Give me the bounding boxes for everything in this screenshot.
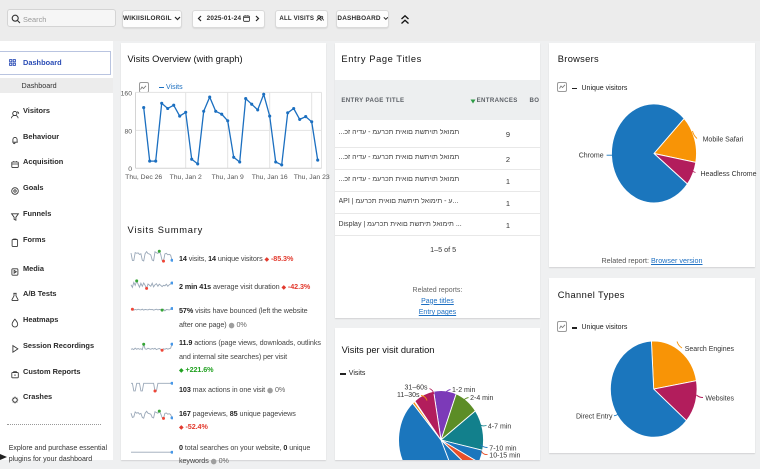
svg-text:Websites: Websites	[705, 395, 734, 402]
svg-text:10-15 min: 10-15 min	[489, 453, 520, 460]
svg-text:Thu, Jan 2: Thu, Jan 2	[170, 174, 202, 181]
svg-text:160: 160	[121, 90, 133, 97]
svg-text:Mobile Safari: Mobile Safari	[703, 137, 744, 144]
svg-text:4-7 min: 4-7 min	[488, 424, 511, 431]
svg-text:Search Engines: Search Engines	[685, 346, 735, 353]
svg-text:Thu, Dec 26: Thu, Dec 26	[125, 174, 162, 181]
svg-text:31–60s: 31–60s	[405, 385, 428, 392]
svg-text:Thu, Jan 23: Thu, Jan 23	[294, 174, 330, 181]
svg-text:Chrome: Chrome	[579, 152, 604, 159]
svg-text:Thu, Jan 16: Thu, Jan 16	[252, 174, 288, 181]
svg-text:2-4 min: 2-4 min	[470, 395, 493, 402]
svg-text:11–30s: 11–30s	[397, 392, 420, 399]
svg-text:0: 0	[128, 166, 132, 173]
svg-text:7-10 min: 7-10 min	[489, 445, 516, 452]
svg-text:Headless Chrome: Headless Chrome	[701, 171, 757, 178]
svg-text:80: 80	[124, 128, 132, 135]
svg-text:Thu, Jan 9: Thu, Jan 9	[212, 174, 244, 181]
svg-text:Direct Entry: Direct Entry	[576, 413, 613, 420]
svg-text:1-2 min: 1-2 min	[452, 387, 475, 394]
